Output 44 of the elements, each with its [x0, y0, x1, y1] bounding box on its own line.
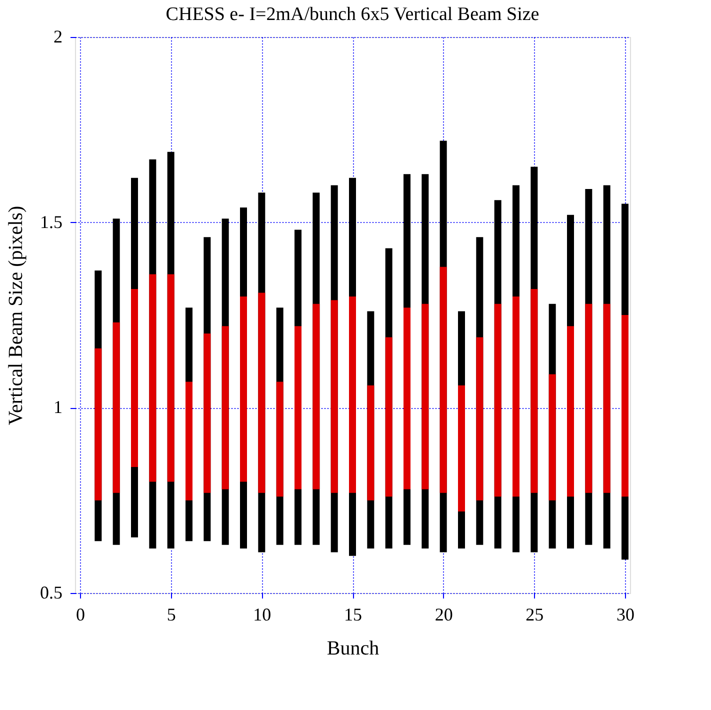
bar: [530, 289, 538, 493]
bar: [385, 337, 392, 497]
x-tick-label: 25: [526, 604, 544, 624]
bar: [186, 382, 192, 500]
bar: [149, 274, 156, 482]
bar: [349, 296, 356, 493]
bar: [276, 382, 284, 497]
x-tick-label: 15: [344, 604, 362, 624]
bar: [294, 326, 302, 490]
bar: [585, 304, 592, 493]
bar: [458, 385, 465, 512]
x-axis-title: Bunch: [326, 638, 380, 660]
bar: [167, 274, 174, 482]
bar: [94, 348, 102, 500]
bar: [204, 334, 211, 493]
y-tick-label: 1: [54, 397, 62, 418]
bar: [603, 304, 610, 493]
bar: [258, 292, 266, 493]
y-axis-title: Vertical Beam Size (pixels): [5, 206, 27, 426]
x-tick-label: 5: [166, 604, 176, 624]
bar: [548, 374, 556, 500]
y-tick-label: 2: [54, 26, 62, 46]
y-tick-label: 1.5: [40, 212, 62, 232]
bar: [422, 304, 429, 490]
bar: [330, 300, 338, 493]
x-tick-label: 10: [253, 604, 272, 624]
x-tick-label: 30: [616, 604, 634, 624]
x-tick-label: 0: [76, 604, 85, 624]
bar: [494, 304, 502, 497]
bar: [240, 296, 247, 482]
y-tick-label: 0.5: [40, 582, 62, 602]
bar: [512, 296, 520, 497]
x-tick-label: 20: [434, 604, 453, 624]
bar: [404, 308, 410, 490]
bar: [476, 337, 484, 500]
bar: [367, 385, 374, 500]
bar: [440, 266, 447, 493]
bar: [567, 326, 574, 497]
bar: [112, 322, 120, 493]
bar: [622, 315, 628, 497]
bar: [312, 304, 320, 490]
chart-title: CHESS e- I=2mA/bunch 6x5 Vertical Beam Size: [166, 4, 540, 25]
bar: [222, 326, 229, 490]
bar: [131, 289, 138, 467]
